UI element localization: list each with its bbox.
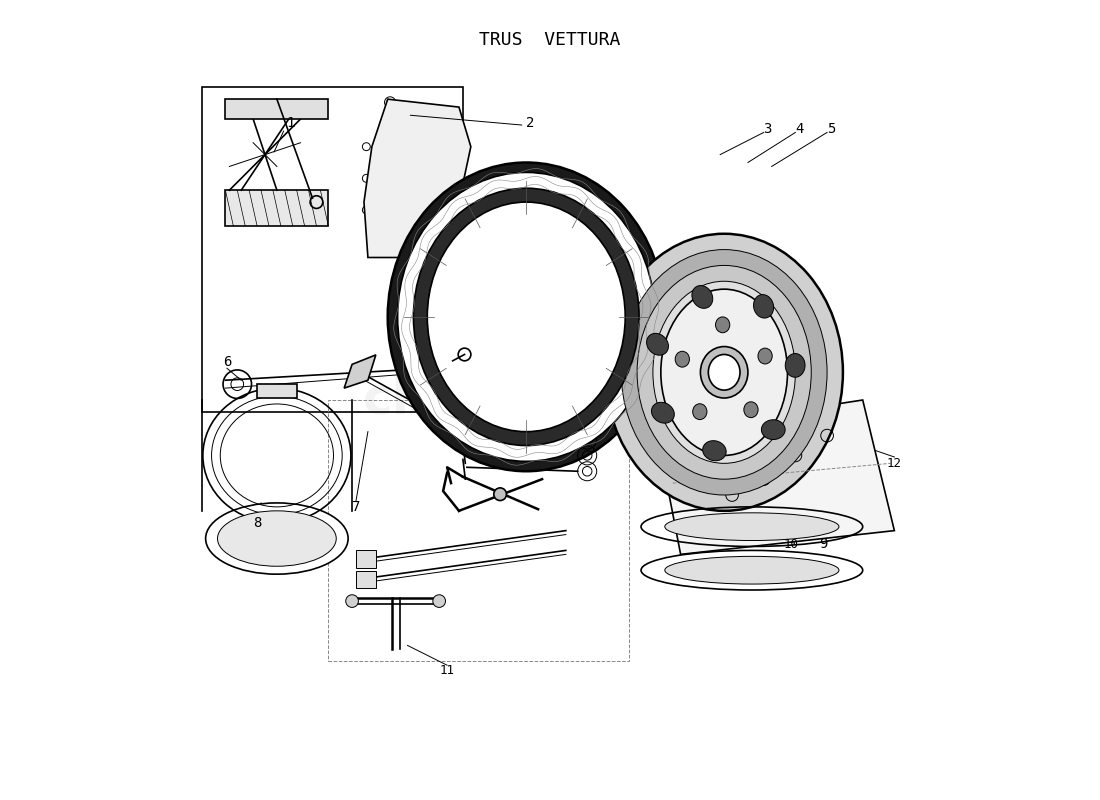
Ellipse shape — [414, 188, 639, 446]
Text: 2: 2 — [526, 116, 535, 130]
Text: TRUS  VETTURA: TRUS VETTURA — [480, 30, 620, 49]
Text: 6: 6 — [223, 355, 231, 369]
Bar — [356, 550, 376, 568]
Circle shape — [494, 488, 506, 501]
Ellipse shape — [758, 348, 772, 364]
Bar — [201, 87, 463, 412]
Ellipse shape — [218, 511, 337, 566]
Ellipse shape — [675, 351, 690, 367]
Ellipse shape — [621, 250, 827, 495]
Ellipse shape — [693, 404, 707, 419]
Ellipse shape — [653, 282, 795, 463]
Bar — [257, 384, 297, 398]
Circle shape — [432, 594, 446, 607]
Bar — [226, 99, 328, 119]
Text: 11: 11 — [440, 664, 454, 678]
Ellipse shape — [754, 294, 773, 318]
Ellipse shape — [427, 202, 625, 432]
Ellipse shape — [708, 354, 740, 390]
Text: 3: 3 — [763, 122, 772, 136]
Text: 5: 5 — [827, 122, 835, 136]
Ellipse shape — [661, 289, 788, 455]
Ellipse shape — [785, 354, 805, 378]
Polygon shape — [364, 99, 471, 258]
Ellipse shape — [701, 346, 748, 398]
Text: 9: 9 — [818, 537, 827, 551]
Text: 7: 7 — [352, 500, 360, 514]
Ellipse shape — [761, 420, 785, 439]
Ellipse shape — [397, 172, 654, 462]
Bar — [427, 359, 444, 378]
Circle shape — [345, 594, 359, 607]
Ellipse shape — [651, 402, 674, 423]
Text: 8: 8 — [253, 516, 262, 530]
Ellipse shape — [715, 317, 729, 333]
Ellipse shape — [664, 556, 839, 584]
Ellipse shape — [206, 503, 348, 574]
Text: 4: 4 — [795, 122, 804, 136]
Bar — [226, 190, 328, 226]
Ellipse shape — [387, 162, 664, 471]
Text: classicspares: classicspares — [363, 376, 737, 424]
Polygon shape — [344, 355, 376, 388]
Text: 12: 12 — [887, 457, 902, 470]
Ellipse shape — [664, 513, 839, 541]
Ellipse shape — [637, 266, 812, 479]
Text: 10: 10 — [784, 538, 799, 550]
Ellipse shape — [605, 234, 843, 511]
Bar — [328, 400, 629, 662]
Ellipse shape — [692, 286, 713, 308]
Ellipse shape — [703, 441, 726, 461]
Ellipse shape — [744, 402, 758, 418]
Ellipse shape — [647, 334, 669, 355]
Text: 1: 1 — [286, 116, 295, 130]
Polygon shape — [657, 400, 894, 554]
Bar — [356, 571, 376, 589]
